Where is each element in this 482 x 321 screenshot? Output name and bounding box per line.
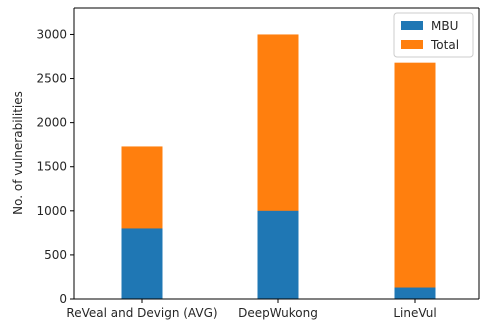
axes-layer: 0 500 1000 1500 2000 2500 3000 ReVeal and Devig…: [36, 7, 480, 320]
legend-swatch-mbu: [401, 21, 423, 30]
y-tick-label: 1500: [36, 160, 67, 174]
x-tick-label: ReVeal and Devign (AVG): [66, 306, 217, 320]
y-tick-label: 2500: [36, 72, 67, 86]
y-tick-label: 2000: [36, 116, 67, 130]
bar-mbu-1: [257, 210, 299, 299]
bar-mbu-2: [394, 287, 436, 299]
legend-label-total: Total: [430, 38, 459, 52]
bars-layer: [121, 34, 436, 300]
bar-total-2: [394, 62, 436, 299]
y-axis-label: No. of vulnerabilities: [11, 91, 25, 215]
y-tick-label: 1000: [36, 204, 67, 218]
bar-mbu-0: [121, 228, 163, 299]
x-tick-label: LineVul: [393, 306, 436, 320]
x-tick-label: DeepWukong: [238, 306, 318, 320]
y-tick-label: 3000: [36, 27, 67, 41]
y-tick-label: 0: [59, 292, 67, 306]
legend: MBU Total: [393, 12, 474, 58]
y-tick-label: 500: [44, 248, 67, 262]
legend-swatch-total: [401, 40, 423, 49]
legend-label-mbu: MBU: [431, 19, 458, 33]
